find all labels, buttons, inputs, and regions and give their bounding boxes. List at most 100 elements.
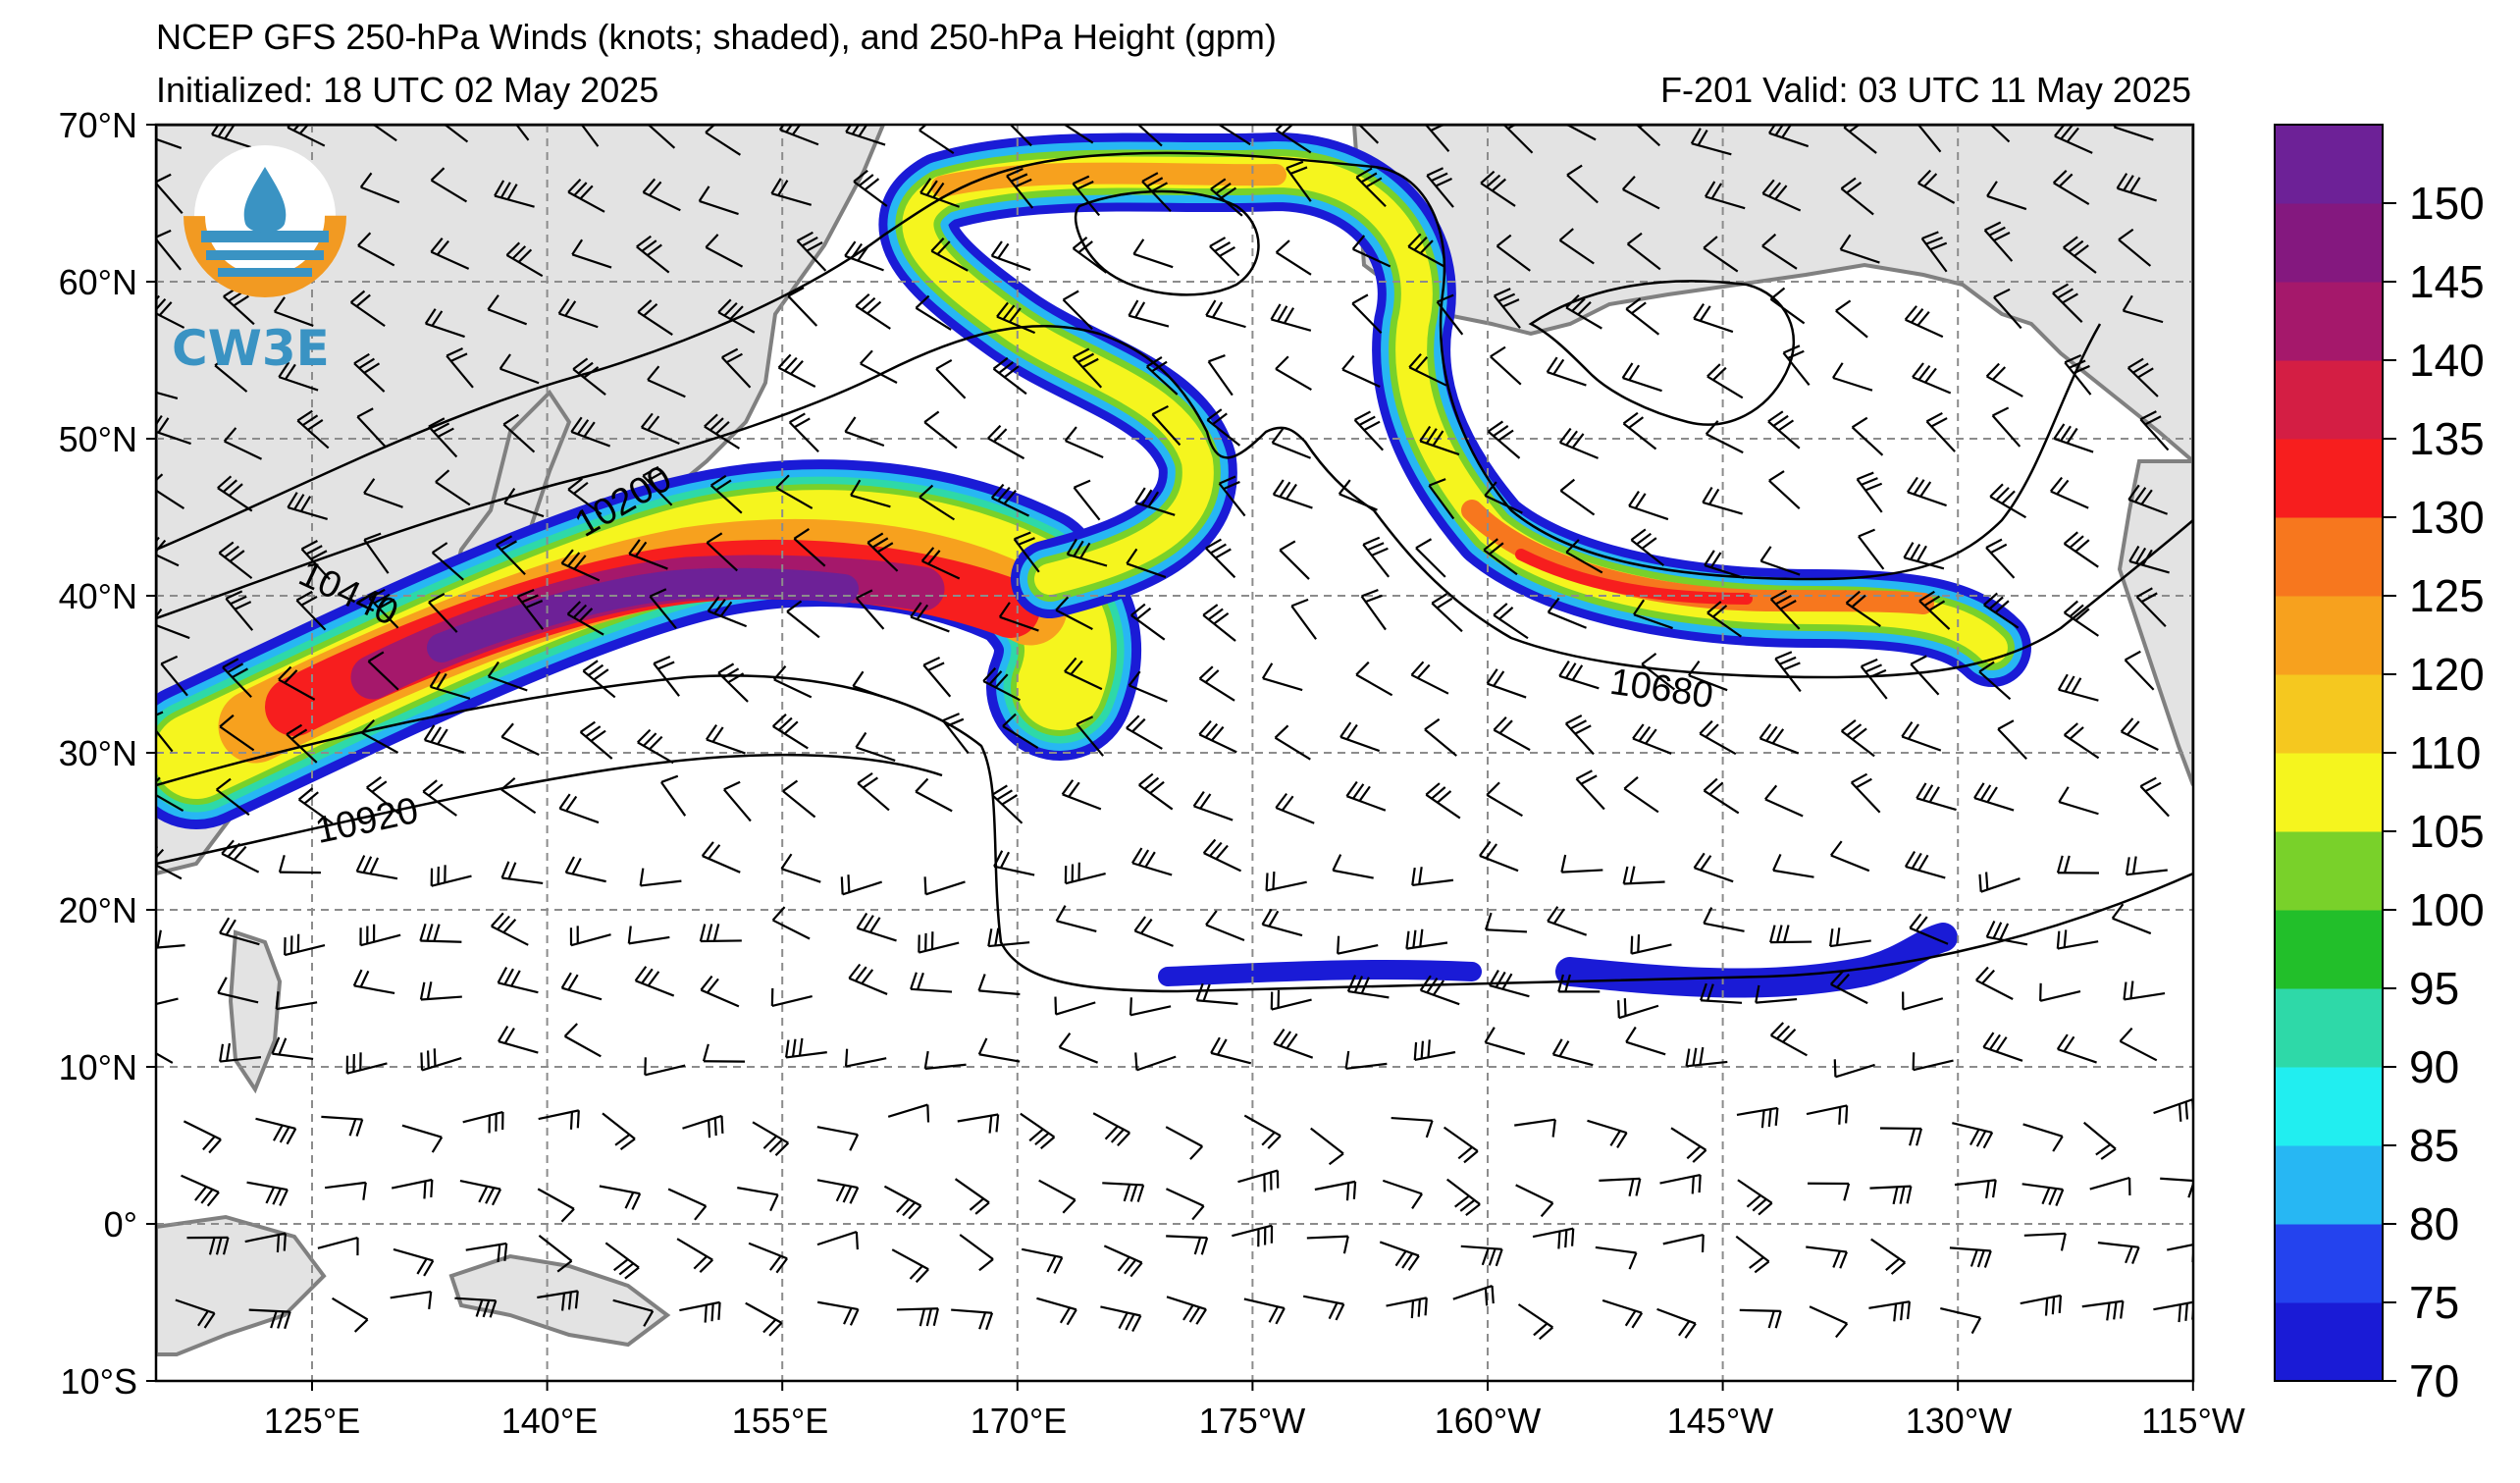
wind-barb [1983,221,2014,262]
land-philippines [228,929,283,1094]
wind-barb [1483,538,1518,576]
wind-barb [816,1300,860,1326]
wind-barb [2097,1242,2140,1264]
wind-barb [1261,662,1303,692]
wind-barb [1986,181,2027,211]
wind-barb [156,229,182,271]
wind-barb [1410,661,1449,695]
wind-barb [1909,913,1949,945]
wind-barb [401,1124,444,1153]
wind-barb [786,600,820,639]
wind-barb [1064,657,1103,691]
wind-barb [1633,599,1673,630]
wind-barb [297,787,334,824]
wind-barb [1165,1126,1204,1160]
wind-barb [642,465,673,506]
wind-barb [2056,855,2099,874]
colorbar-cell [2275,360,2383,440]
wind-barb [1166,1188,1205,1221]
wind-barb [356,407,387,449]
wind-barb [223,427,263,460]
wind-barb [1357,125,1380,144]
lon-label: 125°E [264,1401,360,1441]
wind-barb [2116,173,2157,202]
wind-barb [1038,1179,1076,1214]
wind-barb [780,853,821,883]
wind-barb [459,1180,502,1206]
wind-barb [1141,172,1172,213]
wind-barb [644,1057,686,1077]
wind-barb [156,1052,174,1064]
wind-barb [1493,603,1529,640]
wind-barb [1055,905,1097,932]
wind-barb [1265,871,1307,892]
land-alaska [1351,125,2193,464]
wind-barb [1275,239,1312,276]
wind-barb [367,651,399,691]
wind-barb [771,906,811,940]
colorbar-cell [2275,517,2383,597]
wind-barb [959,1234,994,1272]
colorbar-cell [2275,125,2383,204]
wind-barb [951,1308,994,1331]
wind-barb [537,1188,575,1223]
wind-barb [1532,1227,1575,1249]
wind-barb [1912,362,1952,395]
valid-time: F-201 Valid: 03 UTC 11 May 2025 [1660,70,2191,110]
wind-barb [1072,236,1108,274]
wind-barb [1275,125,1312,154]
wind-barb [604,1242,640,1280]
wind-barb [1806,1104,1849,1125]
wind-barb [557,297,599,329]
wind-barb [156,137,183,150]
wind-barb [1841,719,1875,758]
wind-barb [287,492,328,520]
wind-barb [1693,852,1734,883]
wind-barb [1344,1050,1388,1070]
colorbar-cell [2275,1224,2383,1303]
wind-barb [1829,840,1870,873]
wind-barb [1706,601,1742,638]
wind-barb [1290,598,1317,640]
colorbar-label: 80 [2409,1198,2459,1249]
initialized-time: Initialized: 18 UTC 02 May 2025 [156,70,658,110]
wind-barb [1063,125,1094,144]
axis-ticks [146,124,2194,1391]
map-panel [156,125,2193,1381]
wind-barb [1769,925,1812,944]
wind-barb [1130,603,1166,641]
colorbar-cell [2275,831,2383,911]
wind-barb [1493,288,1521,329]
wind-barb [599,1185,642,1210]
colorbar-label: 140 [2409,335,2485,386]
wind-barb [954,1178,990,1215]
wind-barb [915,777,953,813]
wind-barb [660,774,687,817]
wind-barb [566,601,604,636]
lat-label: 30°N [59,733,137,773]
wind-barb [2089,1176,2131,1196]
wind-barb [1659,1174,1702,1194]
wind-barb [490,912,529,946]
wind-barb [1916,169,1956,204]
wind-barb [1558,228,1595,265]
colorbar-labels: 70 75 80 85 90 95 100 105 110 120 125 130 135 140 145 1… [2383,178,2485,1406]
wind-barb [225,590,254,631]
wind-barb [1973,782,2015,812]
wind-barb [796,231,827,272]
wind-barb [345,1052,388,1075]
wind-barb [1486,668,1527,699]
wind-barb [1271,428,1311,459]
wind-barb [1623,776,1659,814]
wind-barb [1134,1052,1177,1072]
wind-barb [1704,181,1746,210]
wind-barb [244,1232,287,1253]
wind-barb [1145,355,1179,396]
wind-barb [1985,362,2023,397]
wind-barb [1551,1038,1594,1067]
wind-barb [788,412,819,453]
wind-barb [217,977,259,1004]
wind-barb [1564,715,1595,756]
wind-barb [487,294,528,326]
colorbar-label: 100 [2409,884,2485,935]
